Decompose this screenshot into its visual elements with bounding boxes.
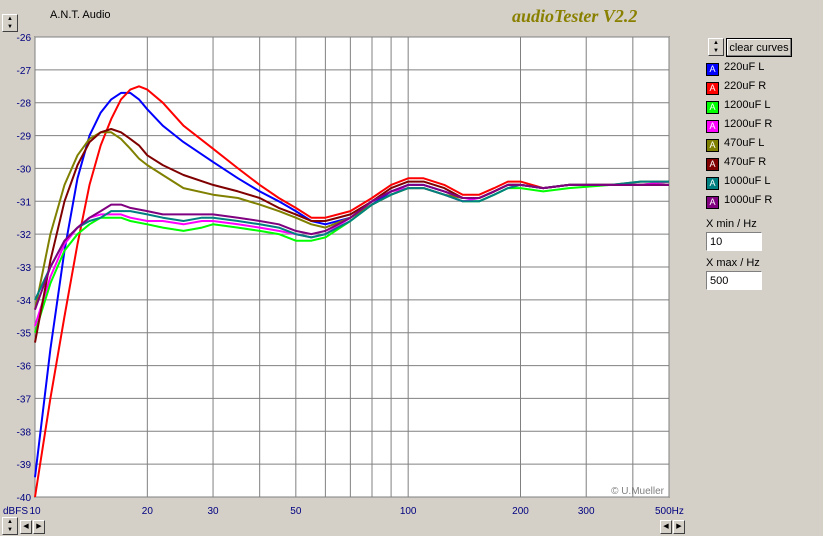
xmax-input[interactable] [706,271,762,290]
spin-up-icon[interactable]: ▲ [7,519,13,525]
series-swatch-icon[interactable]: A [706,139,719,152]
legend-label: 470uF R [724,156,767,168]
y-tick-label: -32 [17,230,32,241]
x-tick-labels: 10 20 30 50 100 200 300 500Hz [29,506,683,517]
app-brand-title: audioTester V2.2 [512,6,638,26]
y-tick-label: -36 [17,362,32,373]
legend-item[interactable]: A 470uF L [706,137,764,153]
legend-item[interactable]: A 1200uF R [706,118,772,134]
x-tick-label: 50 [290,506,302,517]
x-scale-spinner[interactable]: ▲ ▼ [2,517,18,535]
xmin-input[interactable] [706,232,762,251]
legend-item[interactable]: A 470uF R [706,156,766,172]
series-swatch-icon[interactable]: A [706,63,719,76]
vendor-label: A.N.T. Audio [50,9,111,21]
y-tick-label: -31 [17,197,32,208]
y-tick-label: -40 [17,493,32,504]
curve-spinner[interactable]: ▲ ▼ [708,38,724,56]
series-swatch-icon[interactable]: A [706,158,719,171]
y-scale-spinner[interactable]: ▲ ▼ [2,14,18,32]
spin-down-icon[interactable]: ▼ [713,48,719,54]
spin-up-icon[interactable]: ▲ [7,16,13,22]
y-tick-label: -38 [17,427,32,438]
copyright-annotation: © U.Mueller [611,486,665,497]
y-tick-label: -34 [17,296,32,307]
y-tick-label: -30 [17,164,32,175]
y-tick-label: -39 [17,460,32,471]
series-swatch-icon[interactable]: A [706,101,719,114]
x-tick-label: 20 [142,506,154,517]
y-tick-label: -28 [17,99,32,110]
x-tick-label: 300 [578,506,595,517]
scroll-left-button[interactable]: ◀ [20,520,32,534]
legend-label: 1000uF L [724,175,771,187]
legend-label: 220uF L [724,61,765,73]
spin-down-icon[interactable]: ▼ [7,24,13,30]
legend-item[interactable]: A 1200uF L [706,99,770,115]
y-tick-label: -27 [17,66,32,77]
x-tick-label: 10 [29,506,41,517]
x-tick-label: 100 [400,506,417,517]
scroll-right-button[interactable]: ▶ [33,520,45,534]
y-tick-label: -33 [17,263,32,274]
y-tick-label: -35 [17,329,32,340]
clear-curves-button[interactable]: clear curves [726,38,792,57]
y-tick-label: -26 [17,33,32,44]
series-line [34,85,669,498]
series-swatch-icon[interactable]: A [706,120,719,133]
xmin-label: X min / Hz [706,218,757,230]
y-unit-label: dBFS [3,506,28,517]
series-line [34,183,669,311]
scroll-right-button-right[interactable]: ▶ [673,520,685,534]
series-line [34,180,669,301]
y-tick-labels: -26 -27 -28 -29 -30 -31 -32 -33 -34 -35 -36 -37 -38 -… [17,33,32,504]
series-lines [34,85,670,498]
series-swatch-icon[interactable]: A [706,196,719,209]
y-tick-label: -29 [17,132,32,143]
legend-item[interactable]: A 220uF R [706,80,766,96]
legend-item[interactable]: A 1000uF R [706,194,772,210]
series-swatch-icon[interactable]: A [706,177,719,190]
spin-down-icon[interactable]: ▼ [7,527,13,533]
legend-label: 1200uF L [724,99,771,111]
x-tick-label: 200 [512,506,529,517]
legend-item[interactable]: A 220uF L [706,61,764,77]
legend-label: 1000uF R [724,194,773,206]
x-tick-label: 500Hz [655,506,684,517]
legend-label: 470uF L [724,137,765,149]
spin-up-icon[interactable]: ▲ [713,40,719,46]
legend-label: 1200uF R [724,118,773,130]
legend-label: 220uF R [724,80,767,92]
xmax-label: X max / Hz [706,257,760,269]
series-swatch-icon[interactable]: A [706,82,719,95]
scroll-left-button-right[interactable]: ◀ [660,520,672,534]
y-tick-label: -37 [17,394,32,405]
x-tick-label: 30 [207,506,219,517]
legend-item[interactable]: A 1000uF L [706,175,770,191]
